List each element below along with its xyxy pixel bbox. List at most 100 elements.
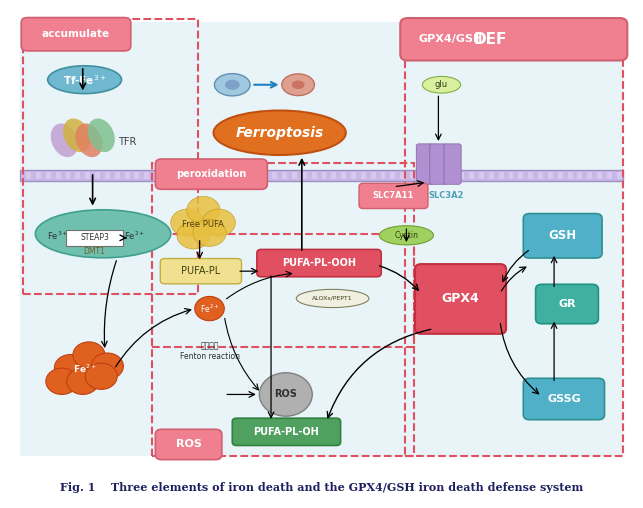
- Circle shape: [202, 209, 235, 236]
- Bar: [371, 172, 376, 179]
- Bar: [223, 172, 228, 179]
- Bar: [361, 172, 366, 179]
- Bar: [607, 172, 612, 179]
- Bar: [95, 172, 100, 179]
- Text: Cystin: Cystin: [394, 231, 419, 240]
- Bar: [381, 172, 386, 179]
- FancyBboxPatch shape: [20, 170, 623, 181]
- Bar: [134, 172, 140, 179]
- Bar: [194, 172, 199, 179]
- Text: PUFA-PL: PUFA-PL: [181, 266, 221, 276]
- FancyBboxPatch shape: [21, 18, 131, 51]
- Ellipse shape: [282, 74, 314, 96]
- Text: TFR: TFR: [118, 137, 137, 147]
- Bar: [341, 172, 346, 179]
- FancyBboxPatch shape: [430, 144, 447, 184]
- Bar: [322, 172, 327, 179]
- Ellipse shape: [214, 74, 250, 96]
- Text: accumulate: accumulate: [42, 29, 110, 39]
- Bar: [75, 172, 80, 179]
- Bar: [489, 172, 494, 179]
- Bar: [282, 172, 287, 179]
- Bar: [331, 172, 336, 179]
- Circle shape: [171, 209, 204, 236]
- FancyBboxPatch shape: [156, 159, 267, 189]
- Text: Fig. 1    Three elements of iron death and the GPX4/GSH iron death defense syste: Fig. 1 Three elements of iron death and …: [60, 482, 583, 493]
- Circle shape: [55, 355, 86, 381]
- Ellipse shape: [35, 210, 171, 258]
- Bar: [184, 172, 188, 179]
- Bar: [479, 172, 484, 179]
- Bar: [597, 172, 602, 179]
- Bar: [203, 172, 208, 179]
- Circle shape: [193, 219, 226, 246]
- Text: DMT1: DMT1: [84, 247, 105, 257]
- Text: Fe$^{3+}$: Fe$^{3+}$: [48, 229, 69, 241]
- Ellipse shape: [296, 290, 369, 307]
- Bar: [617, 172, 622, 179]
- Bar: [213, 172, 218, 179]
- Text: SLC7A11: SLC7A11: [373, 192, 414, 200]
- Bar: [400, 172, 405, 179]
- Bar: [262, 172, 267, 179]
- Ellipse shape: [422, 76, 460, 93]
- Text: PUFA-PL-OH: PUFA-PL-OH: [253, 427, 320, 437]
- Bar: [114, 172, 120, 179]
- Text: STEAP3: STEAP3: [80, 233, 109, 242]
- Bar: [449, 172, 455, 179]
- Text: ROS: ROS: [275, 390, 297, 399]
- Text: Ferroptosis: Ferroptosis: [235, 126, 324, 140]
- Bar: [390, 172, 395, 179]
- Bar: [568, 172, 572, 179]
- Bar: [66, 172, 71, 179]
- Bar: [440, 172, 444, 179]
- Bar: [351, 172, 356, 179]
- Bar: [518, 172, 523, 179]
- FancyBboxPatch shape: [20, 22, 623, 456]
- Text: DEF: DEF: [474, 32, 507, 47]
- Bar: [410, 172, 415, 179]
- Text: peroxidation: peroxidation: [176, 169, 246, 179]
- Bar: [292, 172, 297, 179]
- Bar: [469, 172, 474, 179]
- Text: GR: GR: [558, 299, 576, 309]
- FancyBboxPatch shape: [66, 230, 123, 246]
- Text: GSSG: GSSG: [547, 394, 581, 404]
- FancyBboxPatch shape: [415, 264, 506, 334]
- FancyBboxPatch shape: [359, 183, 428, 208]
- Circle shape: [86, 363, 117, 390]
- Circle shape: [186, 197, 220, 224]
- Text: SLC3A2: SLC3A2: [428, 192, 464, 200]
- Ellipse shape: [292, 80, 305, 89]
- Text: GPX4/GSH: GPX4/GSH: [419, 34, 483, 44]
- Ellipse shape: [225, 80, 240, 90]
- Text: GSH: GSH: [548, 229, 577, 242]
- Circle shape: [67, 368, 99, 394]
- Bar: [557, 172, 563, 179]
- Bar: [105, 172, 110, 179]
- Text: ALOXs/PEPT1: ALOXs/PEPT1: [312, 296, 353, 301]
- Bar: [499, 172, 503, 179]
- FancyBboxPatch shape: [523, 213, 602, 258]
- FancyBboxPatch shape: [257, 249, 381, 277]
- Bar: [243, 172, 248, 179]
- FancyBboxPatch shape: [232, 418, 341, 446]
- Bar: [587, 172, 592, 179]
- Circle shape: [46, 368, 78, 394]
- Ellipse shape: [213, 111, 346, 155]
- Circle shape: [91, 353, 123, 379]
- Text: Free PUFA: Free PUFA: [183, 220, 224, 229]
- Bar: [538, 172, 543, 179]
- Ellipse shape: [51, 123, 78, 157]
- Ellipse shape: [63, 118, 90, 152]
- Text: Fe$^{2+}$: Fe$^{2+}$: [124, 229, 146, 241]
- Text: Fe$^{2+}$: Fe$^{2+}$: [73, 363, 96, 375]
- FancyBboxPatch shape: [444, 144, 461, 184]
- Bar: [420, 172, 425, 179]
- FancyBboxPatch shape: [160, 259, 242, 284]
- Bar: [86, 172, 90, 179]
- Bar: [548, 172, 553, 179]
- Bar: [430, 172, 435, 179]
- Ellipse shape: [87, 118, 115, 152]
- Circle shape: [195, 297, 224, 321]
